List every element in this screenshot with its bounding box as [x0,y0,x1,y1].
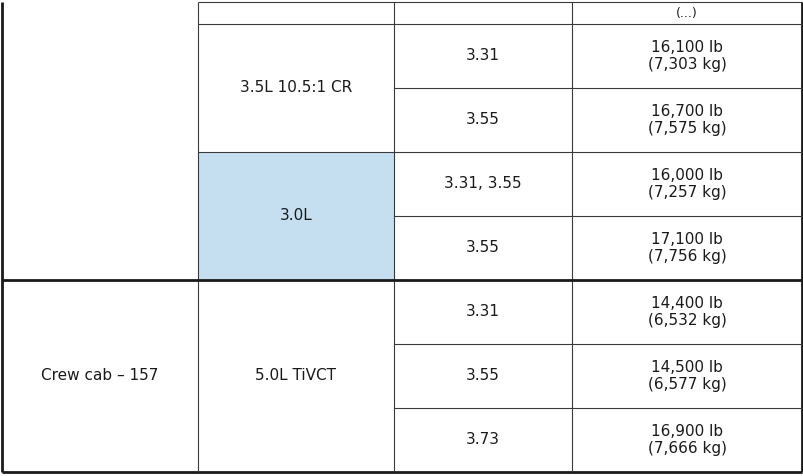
Text: 3.55: 3.55 [466,368,499,384]
Text: 17,100 lb
(7,756 kg): 17,100 lb (7,756 kg) [647,232,725,264]
Text: 3.31: 3.31 [466,49,499,63]
Bar [198,152,393,280]
Text: 3.55: 3.55 [466,112,499,128]
Text: 16,000 lb
(7,257 kg): 16,000 lb (7,257 kg) [647,168,725,200]
Text: 3.5L 10.5:1 CR: 3.5L 10.5:1 CR [239,80,352,96]
Text: 3.0L: 3.0L [279,208,312,224]
Text: 3.55: 3.55 [466,240,499,256]
Text: 3.31, 3.55: 3.31, 3.55 [443,177,521,191]
Text: 5.0L TiVCT: 5.0L TiVCT [255,368,336,384]
Text: (...): (...) [675,7,697,20]
Text: 14,400 lb
(6,532 kg): 14,400 lb (6,532 kg) [646,296,726,328]
Text: 16,100 lb
(7,303 kg): 16,100 lb (7,303 kg) [646,40,726,72]
Text: 16,700 lb
(7,575 kg): 16,700 lb (7,575 kg) [647,104,725,136]
Text: 14,500 lb
(6,577 kg): 14,500 lb (6,577 kg) [647,360,725,392]
Text: 16,900 lb
(7,666 kg): 16,900 lb (7,666 kg) [646,424,726,456]
Text: 3.73: 3.73 [466,433,499,447]
Text: Crew cab – 157: Crew cab – 157 [41,368,158,384]
Text: 3.31: 3.31 [466,305,499,319]
